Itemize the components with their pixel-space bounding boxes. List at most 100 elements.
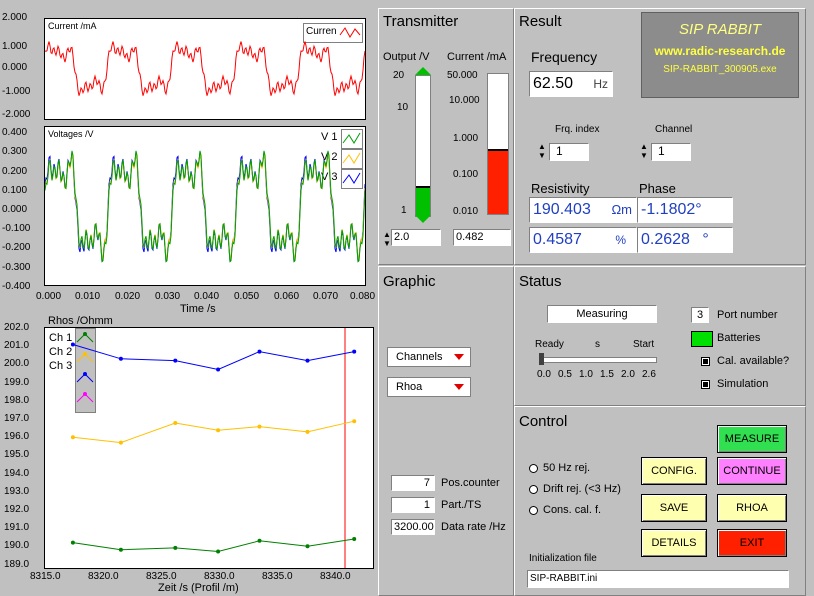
rhos-point [216,367,221,372]
output-tick: 10 [397,102,409,113]
phase-value: -1.1802° [637,197,733,223]
output-tick: 1 [401,205,407,216]
current-tick: 0.010 [453,206,479,217]
brand-exe: SIP-RABBIT_300905.exe [663,64,777,75]
simulation-checkbox[interactable] [701,380,710,389]
y-tick: -0.300 [2,262,31,273]
output-value[interactable]: 2.0 [391,229,441,246]
save-button[interactable]: SAVE [641,494,707,522]
x-tick: 8320.0 [88,571,119,582]
config-button[interactable]: CONFIG. [641,457,707,485]
y-tick: -1.000 [2,86,31,97]
cal-available-checkbox[interactable] [701,357,710,366]
rhos-point [173,358,178,363]
y-tick: 0.000 [2,62,28,73]
x-tick: 8315.0 [30,571,61,582]
frequency-number: 62.50 [533,75,574,92]
opt-drift-label: Drift rej. (<3 Hz) [543,483,621,495]
frq-index-spinner[interactable]: ▲ ▼ [538,142,546,160]
rhoa-dropdown-label: Rhoa [396,381,423,393]
resistivity-error: 0.4587 % [529,227,637,253]
y-tick: 198.0 [4,394,30,406]
x-tick: 0.020 [115,291,141,302]
y-tick: 197.0 [4,413,30,424]
rhos-legend: Ch 1 Ch 2 Ch 3 [49,330,77,414]
channel-spinner[interactable]: ▲ ▼ [640,142,648,160]
measure-button[interactable]: MEASURE [717,425,787,453]
voltage-plot: Voltages /V V 1 V 2 V 3 [44,126,366,286]
rhos-point [118,547,123,552]
output-slider[interactable] [415,75,431,217]
resistivity-unit: Ωm [611,202,632,217]
brand-box: SIP RABBIT www.radic-research.de SIP-RAB… [641,12,799,98]
frq-index-label: Frq. index [555,124,600,135]
x-tick: 8330.0 [204,571,235,582]
current-plot: Current /mA Curren [44,18,366,120]
rhos-point [257,349,262,354]
x-tick: 0.040 [194,291,220,302]
port-number-label: Port number [717,309,778,321]
rhos-point [257,538,262,543]
slider-tick: 2.0 [621,369,635,380]
x-tick: 0.070 [313,291,339,302]
output-max-arrow-icon[interactable] [415,67,431,75]
rhos-point [70,435,75,440]
current-label: Current /mA [447,51,507,63]
slider-thumb[interactable] [539,353,544,365]
control-panel: Control 50 Hz rej. Drift rej. (<3 Hz) Co… [514,406,806,596]
opt-drift-radio[interactable] [529,485,538,494]
rhos-point [70,342,75,347]
y-tick: 0.200 [2,166,28,177]
output-min-arrow-icon[interactable] [415,215,431,223]
legend-ch1: Ch 1 [49,332,73,344]
legend-v3: V 3 [321,171,338,183]
y-tick: 200.0 [4,358,30,370]
resistivity-error-unit: % [615,233,626,247]
part-ts-label: Part./TS [441,499,482,511]
opt-cons-radio[interactable] [529,506,538,515]
data-rate-label: Data rate /Hz [441,521,506,533]
output-label: Output /V [383,51,430,63]
y-tick: 193.0 [4,485,30,497]
brand-name: SIP RABBIT [679,21,761,38]
legend-label: Curren [306,26,337,37]
frequency-unit: Hz [593,77,608,91]
output-spinner[interactable]: ▲ ▼ [383,230,391,248]
init-file-label: Initialization file [529,553,597,564]
y-tick: 0.000 [2,204,28,215]
exit-button[interactable]: EXIT [717,529,787,557]
batteries-led [691,331,713,347]
opt-50hz-radio[interactable] [529,464,538,473]
y-tick: 191.0 [4,522,30,534]
details-button[interactable]: DETAILS [641,529,707,557]
frq-index-value[interactable]: 1 [549,143,589,161]
transmitter-panel: Transmitter Output /V Current /mA 20 10 … [378,8,514,265]
delay-slider[interactable] [539,353,657,365]
current-plot-title: Current /mA [48,21,97,31]
rhos-point [118,440,123,445]
status-panel: Status Measuring 3 Port number Batteries… [514,266,806,406]
y-tick: 202.0 [4,322,30,333]
rhos-point [352,349,357,354]
init-file-input[interactable]: SIP-RABBIT.ini [527,570,789,588]
channels-dropdown-label: Channels [396,351,443,363]
rhoa-dropdown[interactable]: Rhoa [387,377,471,397]
rhoa-button[interactable]: RHOA [717,494,787,522]
channel-label: Channel [655,124,693,135]
rhos-point [257,424,262,429]
graphic-panel: Graphic Channels Rhoa 7 Pos.counter 1 Pa… [378,266,514,596]
result-panel: Result Frequency 62.50 Hz Frq. index ▲ ▼ … [514,8,806,265]
channels-dropdown[interactable]: Channels [387,347,471,367]
y-tick: 1.000 [2,41,28,52]
slider-tick: 0.5 [558,369,572,380]
control-title: Control [519,413,568,430]
dropdown-arrow-icon [454,354,464,360]
y-tick: 0.100 [2,185,28,196]
continue-button[interactable]: CONTINUE [717,457,787,485]
voltage-plot-title: Voltages /V [48,129,94,139]
rhos-plot-title: Rhos /Ohmm [48,315,113,327]
channel-value[interactable]: 1 [651,143,691,161]
y-tick: -0.400 [2,281,31,292]
part-ts-value: 1 [391,497,435,513]
y-tick: 0.300 [2,146,28,157]
